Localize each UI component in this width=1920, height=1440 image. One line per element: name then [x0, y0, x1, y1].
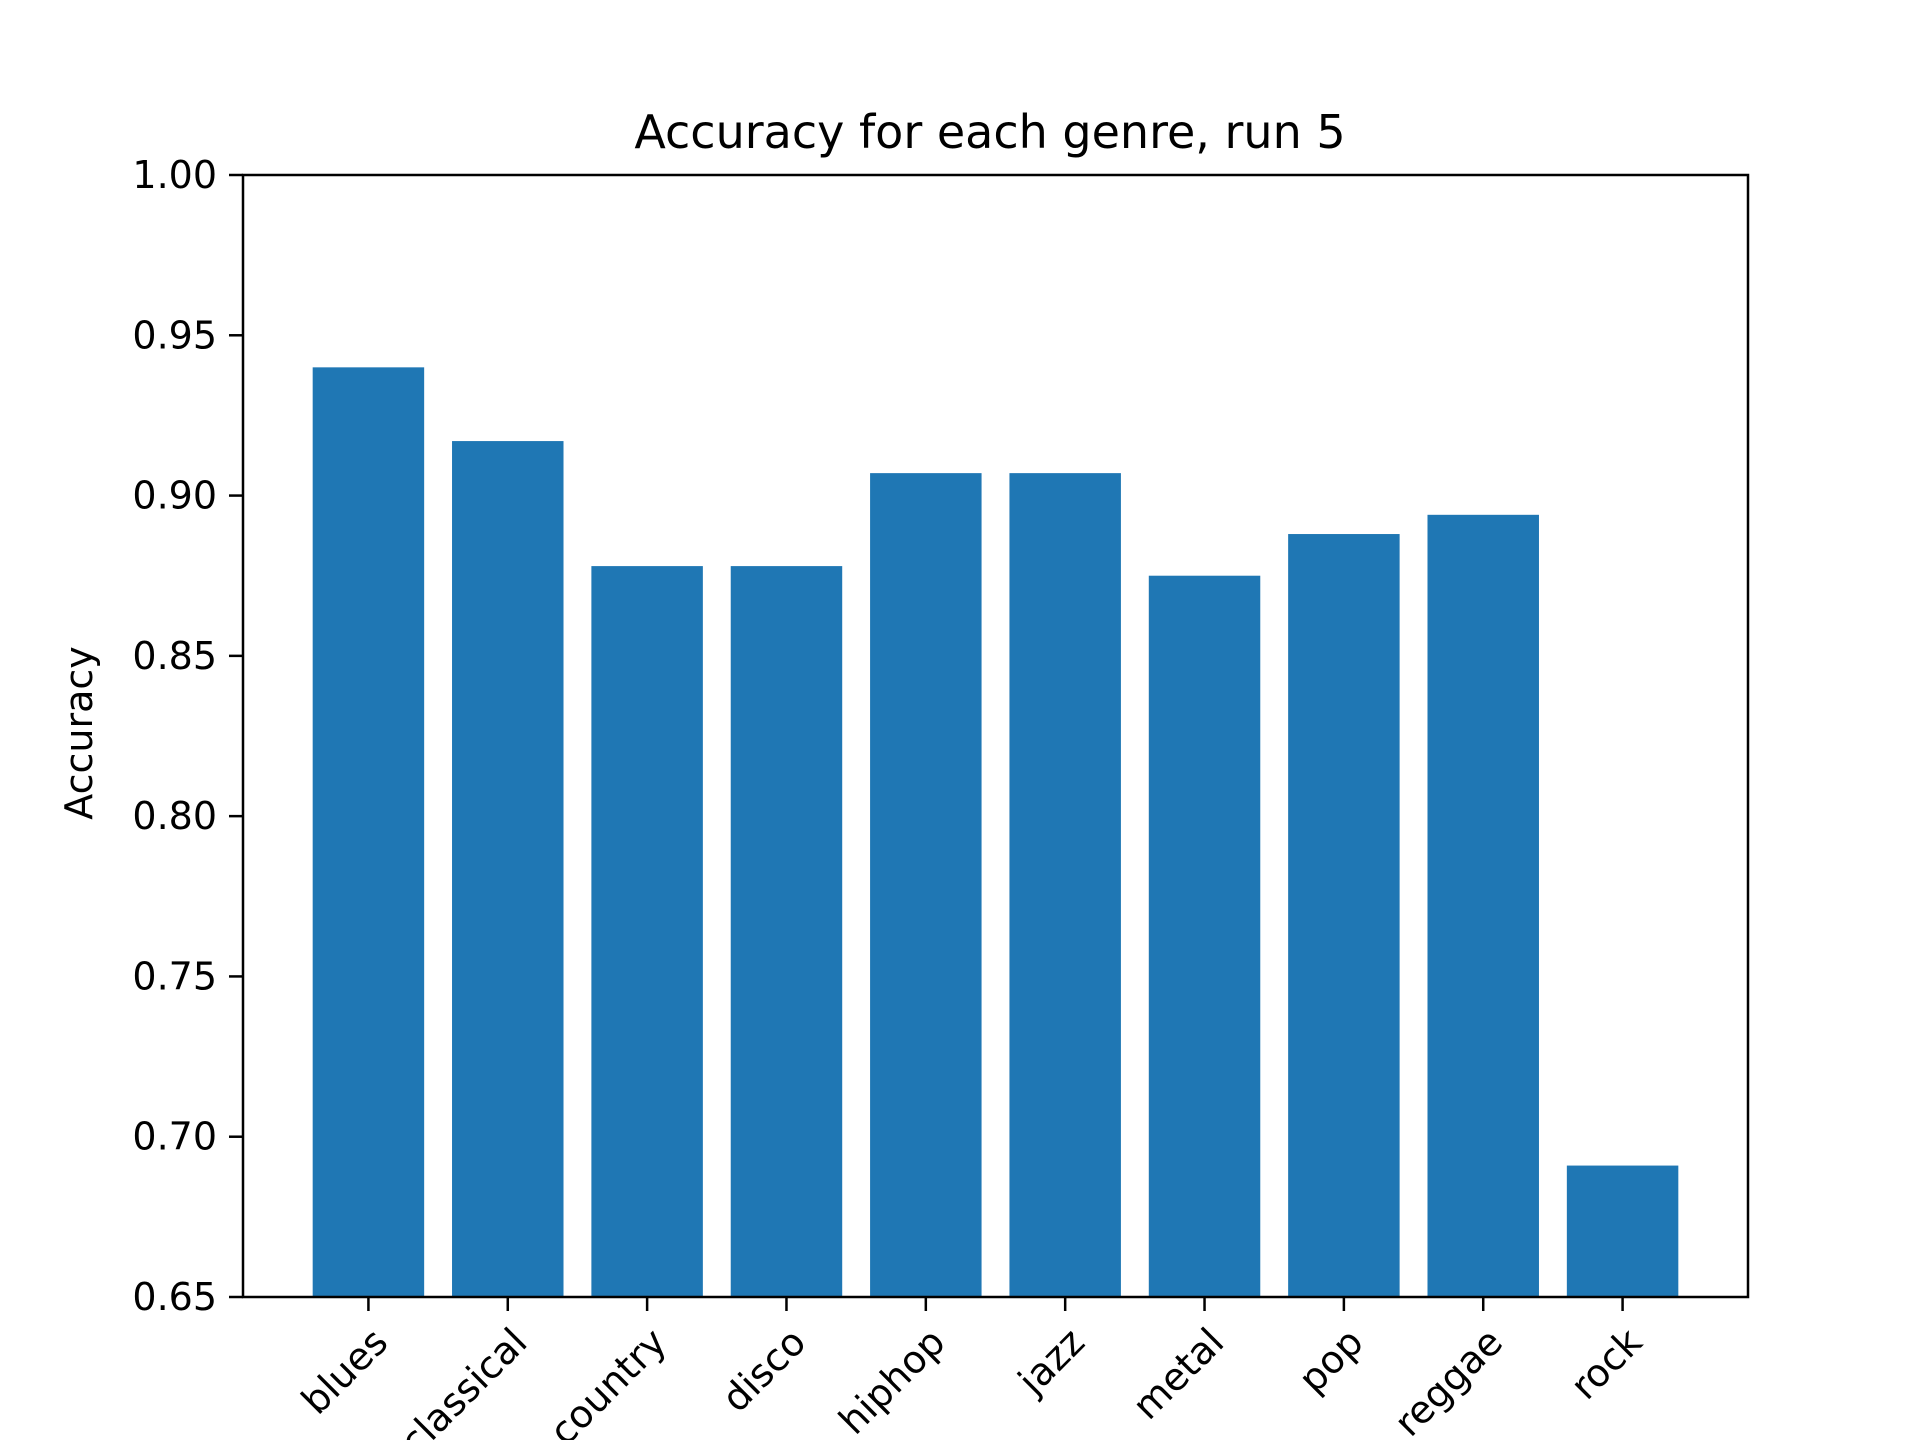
y-tick-label: 0.85 [132, 634, 217, 678]
x-tick-label-rock: rock [1562, 1320, 1650, 1408]
bar-hiphop [870, 473, 982, 1297]
y-tick-label: 0.95 [132, 313, 217, 357]
x-tick-label-jazz: jazz [1009, 1320, 1093, 1404]
bar-blues [312, 367, 425, 1298]
y-tick-label: 0.80 [132, 794, 217, 838]
x-tick-label-hiphop: hiphop [830, 1320, 953, 1440]
bar-reggae [1427, 514, 1539, 1297]
bar-rock [1566, 1165, 1679, 1297]
y-tick-label: 0.70 [132, 1115, 217, 1159]
bar-pop [1288, 534, 1400, 1297]
y-axis-label: Accuracy [57, 646, 101, 820]
x-tick-label-disco: disco [713, 1320, 814, 1421]
y-axis: 0.65 0.70 0.75 0.80 0.85 0.90 0.95 1.00 [132, 153, 243, 1319]
bar-jazz [1009, 473, 1121, 1297]
y-tick-label: 0.75 [132, 954, 217, 998]
x-tick-label-country: country [541, 1320, 675, 1440]
plot-frame [241, 173, 1750, 1299]
y-tick-label: 0.65 [132, 1275, 217, 1319]
x-tick-label-classical: classical [392, 1320, 536, 1440]
x-tick-label-pop: pop [1290, 1320, 1372, 1402]
bar-disco [730, 566, 843, 1297]
y-tick-label: 0.90 [132, 474, 217, 518]
x-tick-label-blues: blues [293, 1320, 396, 1423]
bars-group [312, 367, 1679, 1298]
y-tick-label: 1.00 [132, 153, 217, 197]
bar-metal [1148, 575, 1261, 1297]
x-tick-label-reggae: reggae [1386, 1320, 1511, 1440]
bar-classical [452, 441, 564, 1297]
x-tick-label-metal: metal [1124, 1320, 1232, 1428]
chart-title: Accuracy for each genre, run 5 [634, 105, 1345, 159]
bar-country [591, 566, 703, 1297]
